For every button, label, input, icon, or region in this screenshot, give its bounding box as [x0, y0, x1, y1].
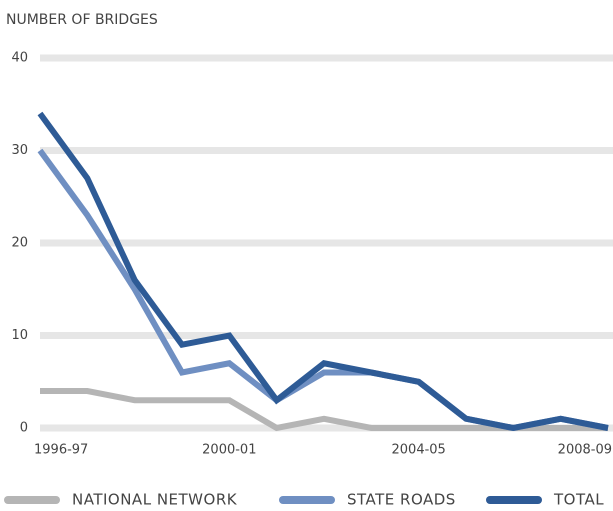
- y-tick-label: 40: [11, 51, 28, 66]
- y-tick-label: 10: [11, 328, 28, 343]
- series-line: [37, 111, 609, 432]
- x-tick-label: 1996-97: [34, 443, 88, 458]
- series-line: [37, 148, 609, 432]
- legend-label: TOTAL: [553, 491, 604, 509]
- y-tick-label: 0: [20, 421, 28, 436]
- y-tick-label: 30: [11, 143, 28, 158]
- y-tick-label: 20: [11, 236, 28, 251]
- x-tick-label: 2004-05: [392, 443, 446, 458]
- series-line: [40, 388, 608, 432]
- legend-label: STATE ROADS: [347, 491, 456, 509]
- y-axis-label: NUMBER OF BRIDGES: [6, 12, 158, 28]
- legend-label: NATIONAL NETWORK: [72, 491, 238, 509]
- x-tick-label: 2008-09: [558, 443, 612, 458]
- x-tick-label: 2000-01: [202, 443, 256, 458]
